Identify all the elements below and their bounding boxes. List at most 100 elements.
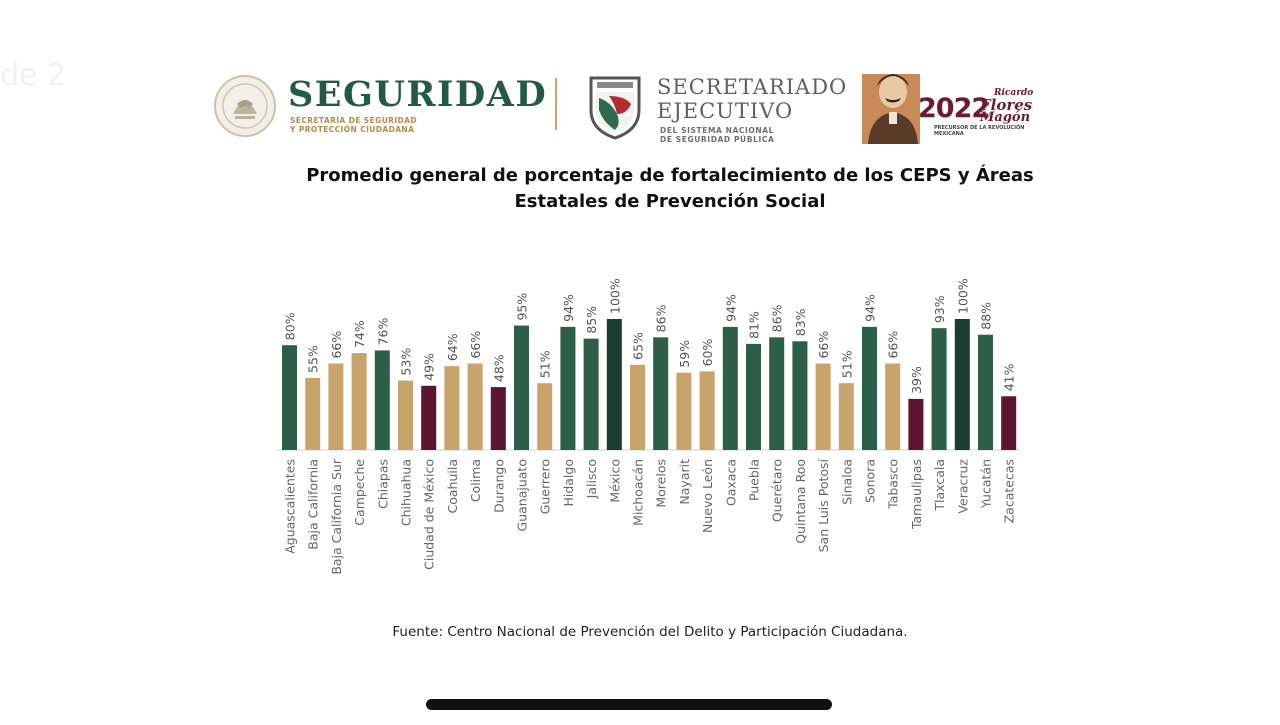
category-label-4: Chiapas	[375, 459, 390, 509]
year-logo-subtitle: PRECURSOR DE LA REVOLUCIÓN MEXICANA	[934, 125, 1025, 137]
name-line-1: Ricardo	[994, 88, 1034, 98]
value-label-16: 86%	[654, 304, 669, 332]
category-label-31: Zacatecas	[1002, 459, 1017, 523]
bar-15	[630, 364, 645, 450]
category-label-24: Sinaloa	[839, 459, 854, 505]
category-label-30: Yucatán	[979, 459, 994, 509]
category-label-15: Michoacán	[631, 459, 646, 526]
category-label-13: Jalisco	[584, 459, 599, 499]
bar-21	[769, 337, 785, 450]
flores-magon-portrait-icon	[862, 74, 920, 144]
value-label-9: 48%	[491, 354, 506, 382]
secretariado-title-line-1: SECRETARIADO	[657, 75, 848, 99]
bar-27	[908, 398, 924, 450]
category-label-3: Campeche	[352, 459, 367, 526]
value-label-14: 100%	[607, 278, 622, 314]
value-label-23: 66%	[816, 331, 831, 359]
bar-30	[978, 334, 993, 450]
category-label-12: Hidalgo	[561, 459, 576, 507]
category-label-2: Baja California Sur	[329, 458, 344, 575]
year-2022-logo: 2022	[918, 93, 990, 124]
logo-divider	[555, 78, 557, 130]
home-indicator-bar[interactable]	[426, 699, 832, 710]
bar-25	[862, 326, 877, 450]
category-label-14: México	[607, 459, 622, 503]
bar-13	[583, 338, 599, 450]
chart-title-line-2: Estatales de Prevención Social	[514, 191, 826, 212]
value-label-5: 53%	[399, 348, 414, 376]
header-logos: SEGURIDAD SECRETARÍA DE SEGURIDAD Y PROT…	[210, 66, 1040, 146]
value-label-10: 95%	[515, 293, 530, 321]
category-label-20: Puebla	[747, 459, 762, 501]
category-label-10: Guanajuato	[515, 459, 530, 531]
bar-31	[1001, 396, 1017, 450]
secretariado-sub-line-2: DE SEGURIDAD PÚBLICA	[660, 135, 775, 144]
chart-title-line-1: Promedio general de porcentaje de fortal…	[306, 165, 1034, 186]
category-label-1: Baja California	[306, 459, 321, 550]
value-label-0: 80%	[283, 312, 298, 340]
secretariado-shield-icon	[589, 76, 641, 140]
bar-3	[351, 353, 367, 450]
bar-10	[514, 325, 529, 450]
value-label-1: 55%	[306, 345, 321, 373]
value-label-3: 74%	[352, 320, 367, 348]
value-label-26: 66%	[886, 331, 901, 359]
secretariado-logo-title: SECRETARIADO EJECUTIVO	[657, 75, 847, 123]
bar-23	[815, 363, 831, 450]
value-label-21: 86%	[770, 304, 785, 332]
value-label-11: 51%	[538, 350, 553, 378]
bar-8	[467, 363, 483, 450]
value-label-4: 76%	[375, 318, 390, 346]
value-label-27: 39%	[909, 366, 924, 394]
chart-title: Promedio general de porcentaje de fortal…	[240, 163, 1100, 215]
value-label-20: 81%	[747, 311, 762, 339]
category-label-16: Morelos	[654, 459, 669, 508]
secretariado-title-line-2: EJECUTIVO	[657, 99, 794, 123]
bar-chart: 80% Aguascalientes 55% Baja California 66% Ba…	[276, 278, 1021, 575]
bar-5	[398, 380, 413, 450]
bar-24	[838, 383, 854, 450]
secretariado-logo-subtitle: DEL SISTEMA NACIONAL DE SEGURIDAD PÚBLIC…	[660, 126, 774, 144]
category-label-9: Durango	[491, 459, 506, 513]
flores-magon-name: Ricardo Flores Magón	[980, 88, 1033, 124]
bar-12	[560, 326, 576, 450]
bar-17	[676, 372, 692, 450]
bar-4	[374, 350, 390, 450]
category-label-25: Sonora	[863, 459, 878, 503]
value-label-17: 59%	[677, 340, 692, 368]
value-label-7: 64%	[445, 333, 460, 361]
bar-0	[282, 345, 297, 450]
bar-22	[792, 341, 808, 450]
seguridad-logo-subtitle: SECRETARÍA DE SEGURIDAD Y PROTECCIÓN CIU…	[290, 116, 417, 134]
value-label-28: 93%	[932, 295, 947, 323]
bar-11	[537, 383, 553, 450]
value-label-18: 60%	[700, 338, 715, 366]
category-label-0: Aguascalientes	[283, 459, 298, 554]
value-label-2: 66%	[329, 331, 344, 359]
seguridad-sub-line-2: Y PROTECCIÓN CIUDADANA	[290, 125, 415, 134]
name-line-2: Flores	[980, 96, 1033, 114]
bar-9	[490, 387, 506, 450]
secretariado-sub-line-1: DEL SISTEMA NACIONAL	[660, 126, 775, 135]
value-label-13: 85%	[584, 306, 599, 334]
category-label-22: Quintana Roo	[793, 459, 808, 544]
value-label-22: 83%	[793, 308, 808, 336]
category-label-26: Tabasco	[886, 459, 901, 510]
bar-14	[606, 319, 622, 450]
bar-18	[699, 371, 715, 450]
bar-26	[885, 363, 901, 450]
value-label-19: 94%	[723, 294, 738, 322]
value-label-8: 66%	[468, 331, 483, 359]
seguridad-sub-line-1: SECRETARÍA DE SEGURIDAD	[290, 116, 417, 125]
category-label-11: Guerrero	[538, 459, 553, 514]
value-label-25: 94%	[863, 294, 878, 322]
bar-1	[305, 377, 321, 450]
category-label-21: Querétaro	[770, 459, 785, 522]
value-label-29: 100%	[955, 278, 970, 314]
category-label-18: Nuevo León	[700, 459, 715, 533]
mexico-seal-icon	[214, 75, 276, 137]
category-label-28: Tlaxcala	[932, 459, 947, 512]
value-label-12: 94%	[561, 294, 576, 322]
category-label-29: Veracruz	[955, 459, 970, 514]
seguridad-logo-title: SEGURIDAD	[288, 74, 548, 115]
